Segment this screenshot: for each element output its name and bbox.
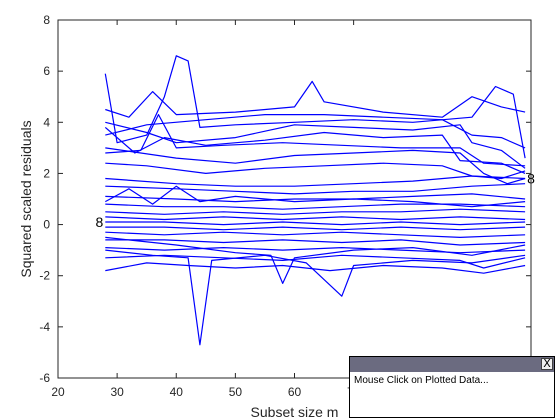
series-line-20[interactable] bbox=[105, 262, 526, 274]
y-tick-label: 4 bbox=[43, 115, 50, 129]
x-tick-label: 40 bbox=[170, 385, 184, 399]
x-tick-label: 30 bbox=[110, 385, 124, 399]
series-line-22[interactable] bbox=[105, 236, 526, 284]
series-line-24[interactable] bbox=[105, 113, 526, 167]
series-line-8[interactable] bbox=[105, 175, 526, 187]
series-line-12[interactable] bbox=[105, 208, 526, 215]
x-tick-label: 50 bbox=[229, 385, 243, 399]
series-layer[interactable]: 88 bbox=[95, 55, 535, 346]
y-tick-label: 6 bbox=[43, 64, 50, 78]
series-line-19[interactable] bbox=[105, 254, 526, 269]
series-line-21[interactable] bbox=[105, 249, 526, 346]
series-line-4[interactable] bbox=[104, 126, 526, 174]
data-tooltip-window[interactable]: X Mouse Click on Plotted Data... bbox=[349, 356, 555, 418]
series-line-15[interactable] bbox=[105, 226, 526, 231]
series-line-16[interactable] bbox=[105, 231, 526, 238]
unit-label-1: 8 bbox=[95, 214, 103, 230]
x-axis-label: Subset size m bbox=[251, 404, 339, 420]
series-line-2[interactable] bbox=[105, 80, 526, 118]
axis-labels: Subset size m Squared scaled residuals bbox=[18, 120, 338, 420]
y-tick-label: 0 bbox=[43, 218, 50, 232]
series-line-9[interactable] bbox=[105, 183, 526, 195]
series-line-3[interactable] bbox=[105, 121, 526, 169]
y-tick-label: 8 bbox=[43, 13, 50, 27]
y-tick-label: -4 bbox=[39, 320, 50, 334]
series-line-1[interactable] bbox=[104, 55, 526, 159]
y-tick-label: -2 bbox=[39, 269, 50, 283]
series-line-23[interactable] bbox=[105, 185, 526, 208]
y-tick-label: 2 bbox=[43, 166, 50, 180]
close-button[interactable]: X bbox=[541, 358, 553, 370]
series-line-7[interactable] bbox=[105, 162, 526, 180]
y-axis-label: Squared scaled residuals bbox=[18, 120, 34, 277]
x-tick-label: 20 bbox=[51, 385, 65, 399]
series-line-11[interactable] bbox=[105, 203, 526, 210]
series-line-13[interactable] bbox=[105, 216, 526, 221]
series-line-5[interactable] bbox=[105, 113, 526, 149]
series-line-18[interactable] bbox=[105, 247, 526, 254]
tooltip-message: Mouse Click on Plotted Data... bbox=[354, 375, 489, 386]
series-line-10[interactable] bbox=[105, 193, 526, 203]
y-tick-label: -6 bbox=[39, 371, 50, 385]
series-line-17[interactable] bbox=[105, 239, 526, 246]
tooltip-titlebar[interactable]: X bbox=[350, 357, 554, 372]
series-line-14[interactable] bbox=[105, 221, 526, 226]
x-tick-label: 60 bbox=[288, 385, 302, 399]
